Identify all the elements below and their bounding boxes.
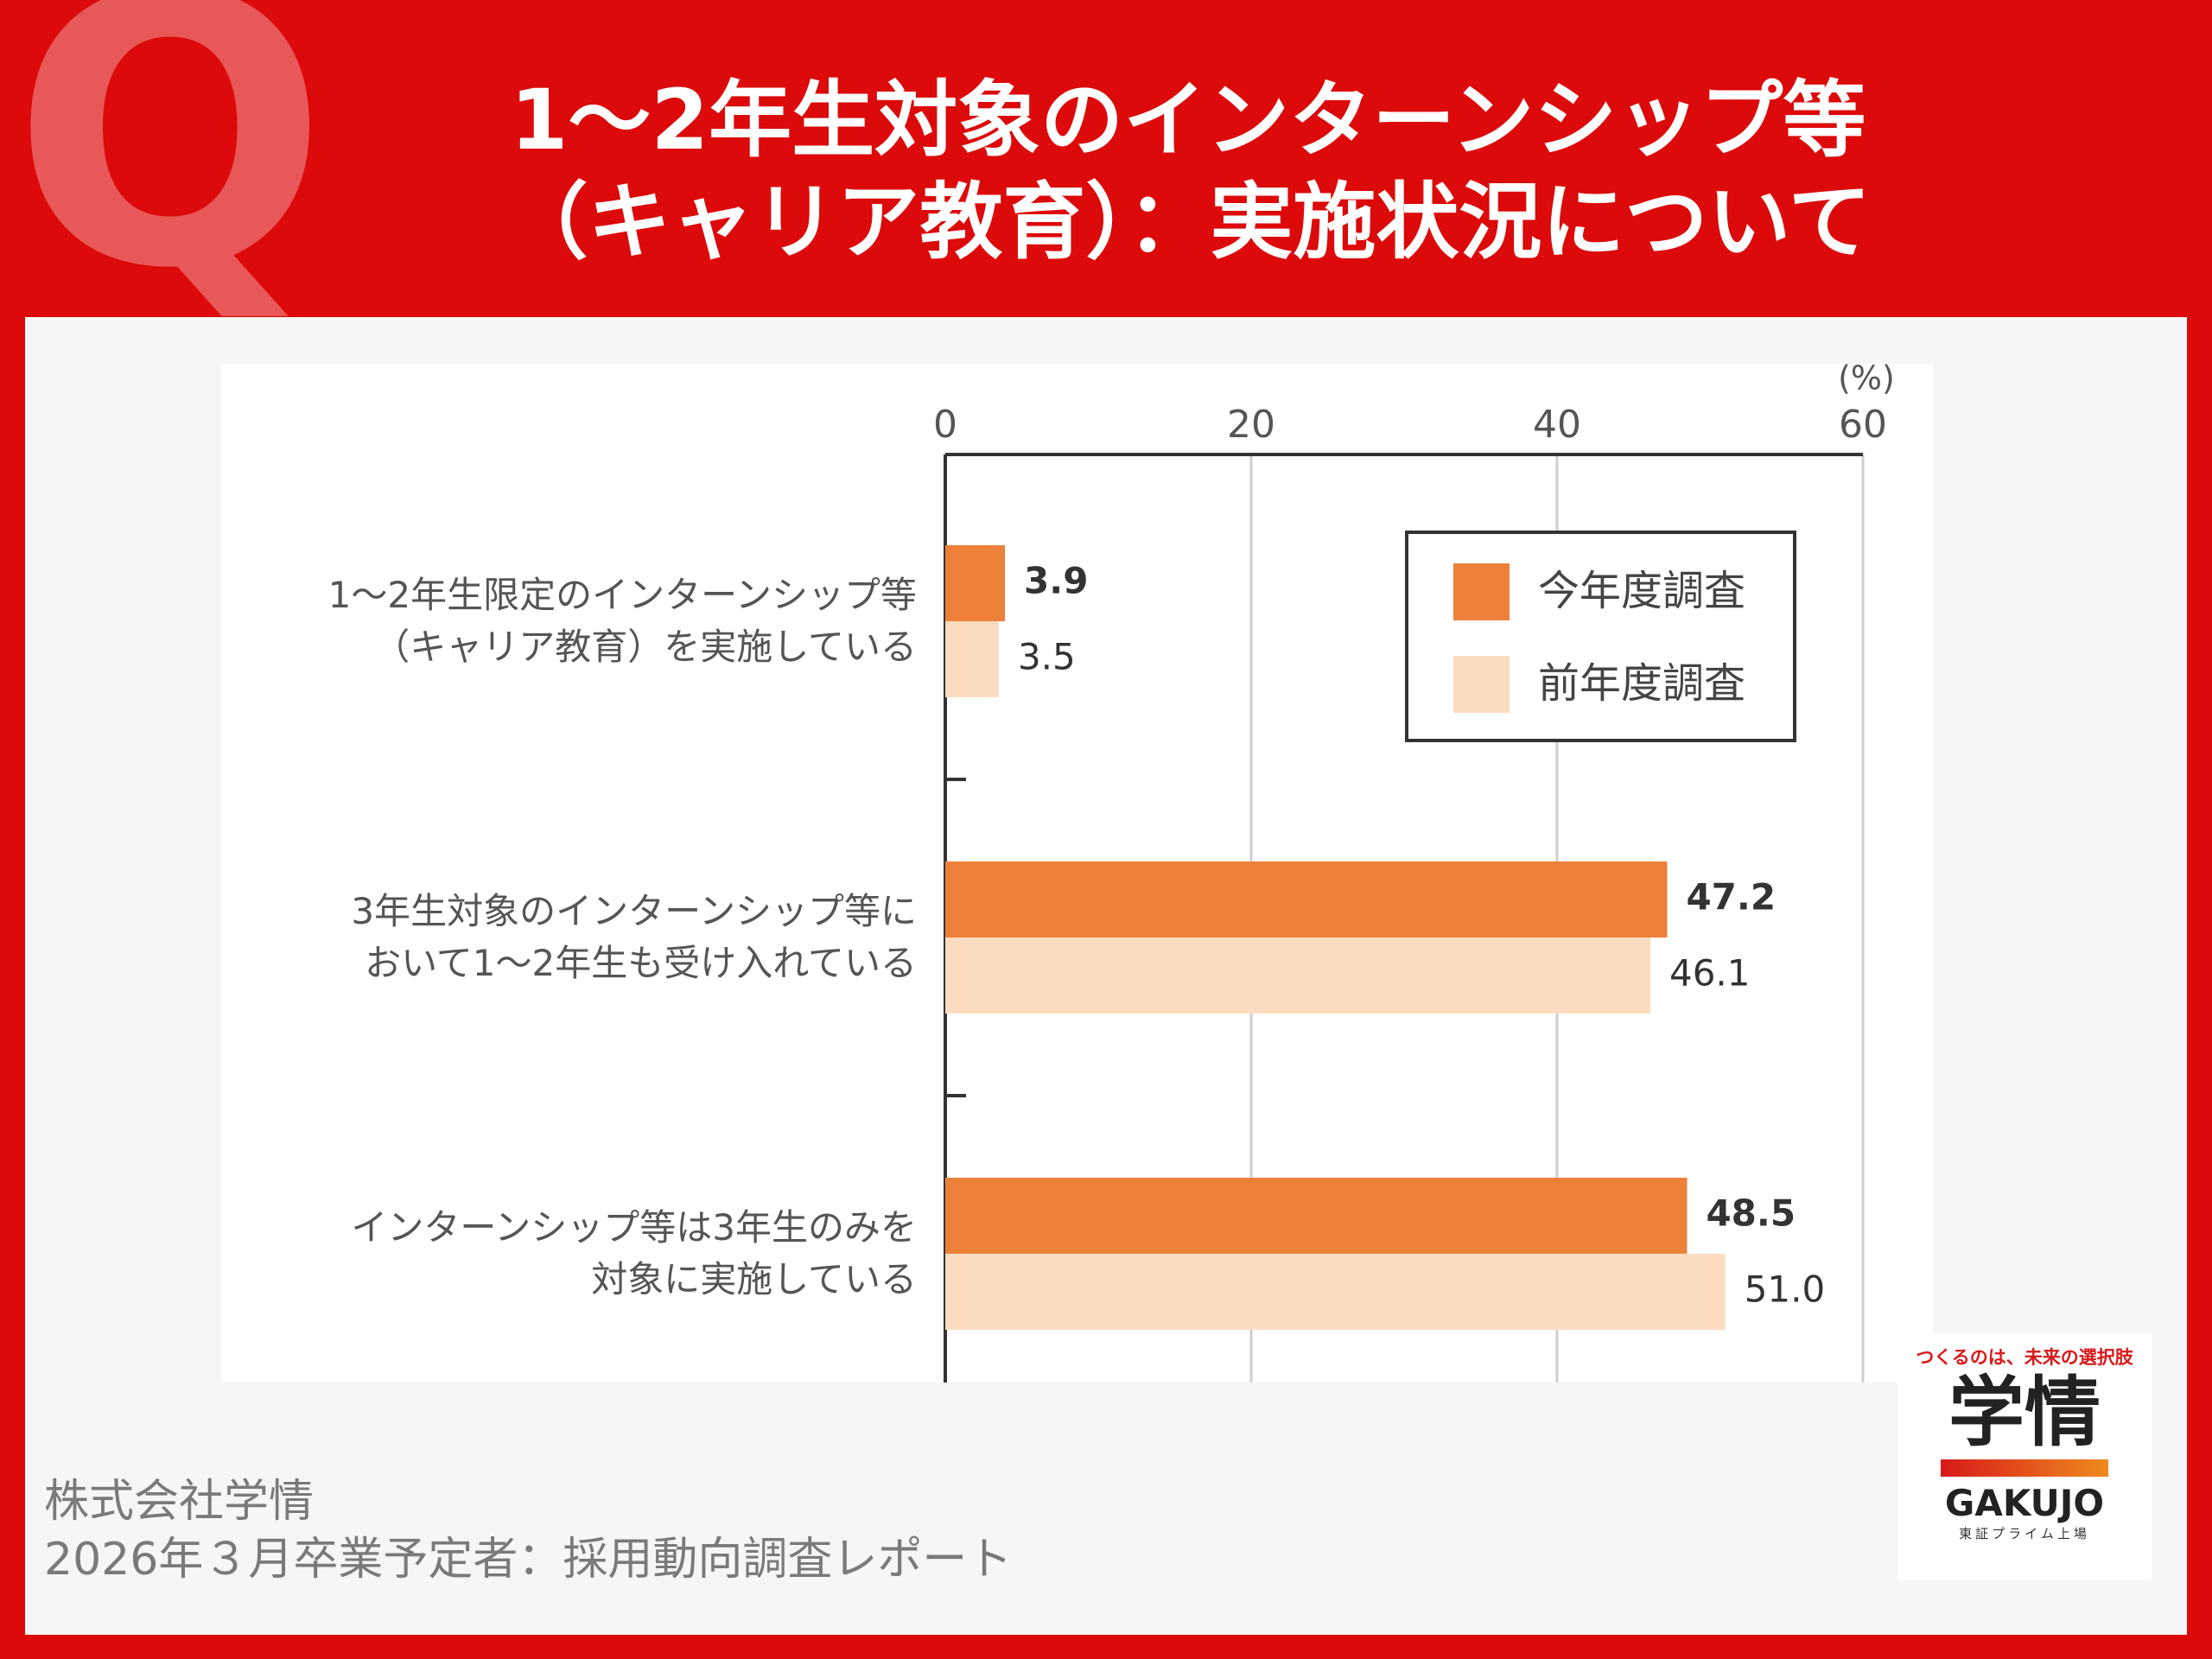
x-tick-label: 0 <box>933 403 957 447</box>
value-label: 51.0 <box>1745 1268 1826 1311</box>
value-label: 47.2 <box>1686 876 1776 918</box>
value-label: 3.5 <box>1018 636 1076 678</box>
category-label: インターンシップ等は3年生のみを 対象に実施している <box>351 1206 917 1300</box>
value-label: 46.1 <box>1669 952 1751 995</box>
logo-tagline: つくるのは、未来の選択肢 <box>1916 1347 2133 1368</box>
logo-bar <box>1941 1459 2108 1477</box>
bar <box>945 621 999 697</box>
bar <box>945 938 1650 1014</box>
legend-label: 前年度調査 <box>1538 659 1745 708</box>
x-unit-label: (%) <box>1838 359 1895 397</box>
logo-romaji: GAKUJO <box>1944 1482 2105 1524</box>
x-tick-label: 40 <box>1533 403 1581 447</box>
bar <box>945 1254 1726 1330</box>
footer-company: 株式会社学情 <box>44 1476 315 1528</box>
bar <box>945 861 1668 938</box>
value-label: 48.5 <box>1706 1192 1796 1235</box>
category-label: 3年生対象のインターンシップ等に おいて1～2年生も受け入れている <box>351 890 917 984</box>
bar <box>945 545 1006 621</box>
legend-label: 今年度調査 <box>1538 567 1745 615</box>
slide-title: 1～2年生対象のインターンシップ等 （キャリア教育）：実施状況について <box>505 72 1872 270</box>
legend-swatch <box>1453 563 1510 620</box>
x-tick-label: 60 <box>1839 403 1887 447</box>
logo: つくるのは、未来の選択肢 学情 GAKUJO 東証プライム上場 <box>1897 1333 2152 1580</box>
logo-name: 学情 <box>1948 1368 2101 1457</box>
x-tick-label: 20 <box>1227 403 1275 447</box>
q-badge: Q <box>12 0 328 350</box>
footer-report: 2026年３月卒業予定者：採用動向調査レポート <box>44 1534 1013 1586</box>
value-label: 3.9 <box>1024 560 1088 602</box>
category-label: 1～2年生限定のインターンシップ等 （キャリア教育）を実施している <box>327 574 917 668</box>
bar <box>945 1178 1688 1254</box>
legend-swatch <box>1453 656 1510 713</box>
logo-listing: 東証プライム上場 <box>1959 1526 2090 1541</box>
